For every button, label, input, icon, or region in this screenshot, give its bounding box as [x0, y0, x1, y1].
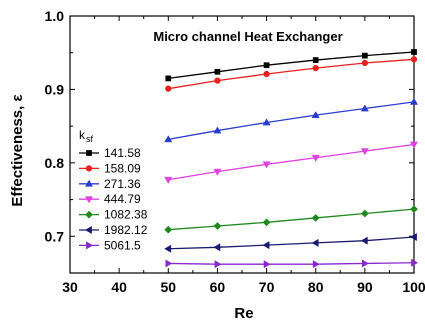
data-point — [312, 57, 319, 63]
series-line — [168, 51, 415, 80]
legend-entry: 271.36 — [79, 177, 141, 191]
legend-marker — [85, 165, 93, 172]
data-point — [263, 62, 270, 69]
series-layer — [164, 49, 419, 269]
legend-entry: 444.79 — [79, 192, 141, 206]
data-point — [213, 168, 222, 176]
data-point — [164, 225, 173, 234]
legend-marker — [84, 196, 94, 204]
x-tick-label: 90 — [357, 279, 373, 295]
x-tick-label: 80 — [308, 279, 324, 295]
y-tick-label: 1.0 — [45, 8, 65, 24]
data-point — [411, 258, 419, 267]
legend-label: 141.58 — [104, 146, 141, 160]
data-point — [311, 238, 319, 247]
data-point — [360, 104, 369, 112]
data-point — [263, 70, 270, 78]
data-point — [409, 141, 419, 149]
y-tick-label: 0.9 — [45, 81, 65, 97]
data-point — [263, 260, 271, 269]
data-point — [164, 176, 173, 184]
series-line — [168, 208, 415, 231]
data-point — [213, 126, 222, 134]
legend-marker — [84, 179, 94, 187]
data-point — [410, 56, 418, 63]
data-point — [311, 111, 320, 118]
legend-label: 271.36 — [104, 177, 141, 191]
data-point — [360, 209, 369, 218]
series-1082.38 — [164, 205, 418, 234]
legend-label: 158.09 — [104, 161, 141, 175]
data-point — [311, 154, 320, 162]
data-point — [262, 241, 270, 250]
data-point — [214, 77, 221, 84]
tick-labels: 30 40 50 60 70 80 90 100 0.7 0.8 0.9 1.0 — [45, 8, 425, 295]
data-point — [409, 97, 419, 105]
x-tick-label: 30 — [62, 279, 78, 295]
series-1982.12 — [164, 232, 417, 253]
data-point — [362, 259, 369, 268]
data-point — [409, 232, 417, 242]
legend-entry: 141.58 — [79, 146, 141, 160]
data-point — [164, 244, 172, 253]
data-point — [411, 49, 417, 55]
x-tick-label: 40 — [111, 279, 127, 295]
series-158.09 — [165, 56, 418, 92]
x-tick-label: 70 — [259, 279, 275, 295]
legend-entry: 5061.5 — [79, 238, 141, 252]
series-line — [168, 236, 415, 250]
legend-marker — [85, 210, 93, 219]
legend-entry: 158.09 — [79, 161, 141, 175]
x-tick-label: 50 — [160, 279, 176, 295]
series-line — [168, 262, 415, 265]
data-point — [213, 222, 222, 230]
data-point — [312, 64, 319, 72]
axis-ticks — [69, 15, 415, 274]
legend-marker — [86, 241, 94, 250]
data-point — [262, 218, 271, 227]
legend-entry: 1082.38 — [79, 208, 148, 222]
y-axis-label: Effectiveness, ε — [9, 94, 26, 206]
legend-marker — [86, 150, 92, 156]
data-point — [361, 59, 369, 67]
series-141.58 — [165, 49, 417, 82]
data-point — [262, 118, 271, 126]
y-tick-label: 0.7 — [45, 228, 65, 244]
data-point — [262, 161, 271, 169]
series-line — [168, 143, 415, 181]
data-point — [360, 236, 368, 245]
x-tick-label: 60 — [210, 279, 226, 295]
data-point — [410, 205, 418, 214]
legend-entry: 1982.12 — [79, 223, 148, 237]
data-point — [165, 259, 173, 268]
data-point — [165, 75, 172, 82]
data-point — [165, 85, 172, 92]
legend-title-subscript: sf — [86, 134, 94, 144]
data-point — [312, 260, 320, 269]
series-line — [168, 101, 415, 140]
data-point — [360, 148, 369, 156]
series-271.36 — [164, 97, 419, 143]
data-point — [311, 213, 320, 222]
legend-label: 5061.5 — [104, 238, 141, 252]
series-444.79 — [164, 141, 419, 184]
legend-label: 444.79 — [104, 192, 141, 206]
series-line — [168, 58, 415, 90]
data-point — [214, 68, 221, 75]
y-tick-label: 0.8 — [45, 155, 65, 171]
legend-title: k — [79, 128, 86, 142]
data-point — [164, 135, 173, 143]
legend-label: 1982.12 — [104, 223, 148, 237]
legend-label: 1082.38 — [104, 208, 148, 222]
chart-title: Micro channel Heat Exchanger — [153, 29, 342, 44]
data-point — [214, 260, 222, 269]
data-point — [213, 243, 221, 252]
x-tick-label: 100 — [402, 279, 425, 295]
legend-marker — [84, 225, 92, 235]
series-5061.5 — [165, 258, 419, 269]
x-axis-label: Re — [234, 305, 253, 322]
data-point — [362, 52, 368, 59]
